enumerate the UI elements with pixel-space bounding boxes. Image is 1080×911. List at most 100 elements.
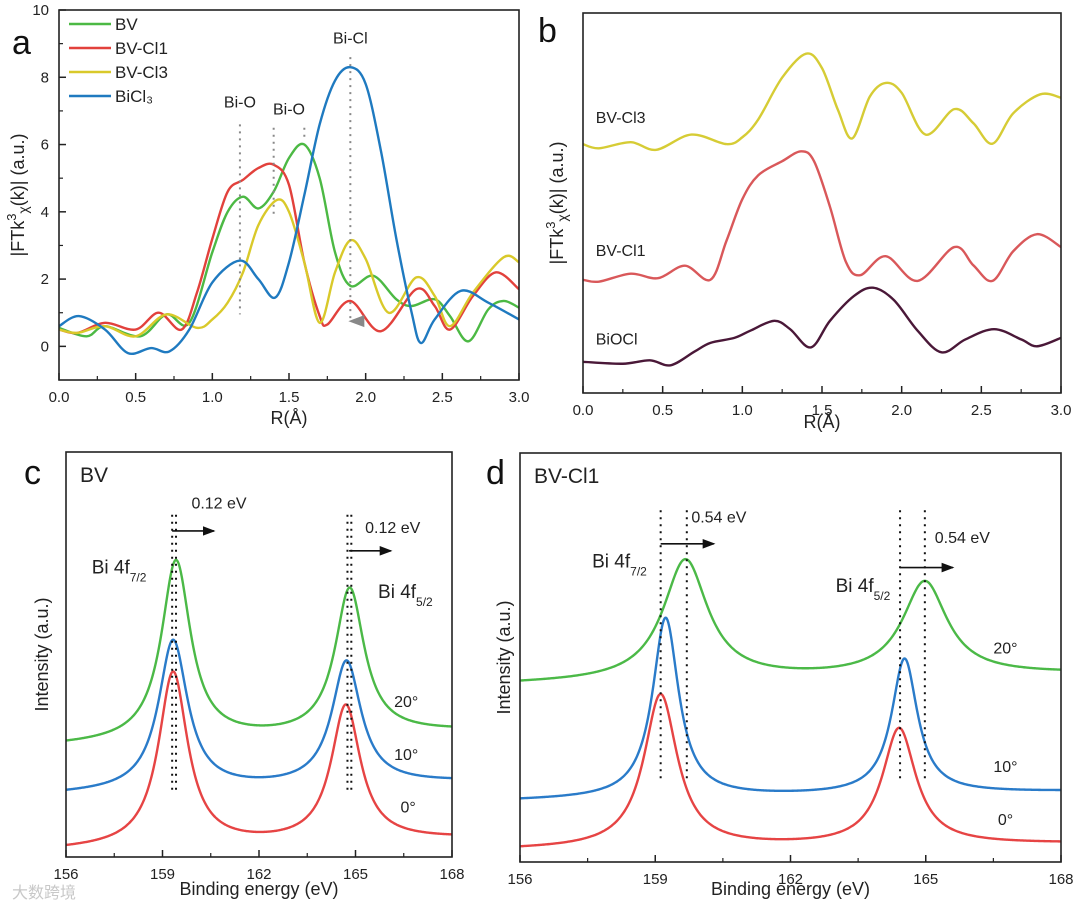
y-tick-label: 4 <box>41 204 49 221</box>
annotation-label: 20° <box>993 640 1017 657</box>
annotation-label: 10° <box>993 759 1017 776</box>
annotation-label: BV-Cl1 <box>596 243 646 260</box>
x-tick-label: 159 <box>150 866 175 883</box>
series-group <box>59 65 519 355</box>
plot-frame <box>582 12 1062 394</box>
annotation-label: 20° <box>394 694 418 711</box>
series-line-BV-Cl3 <box>583 52 1061 152</box>
peak-label-subscript: 7/2 <box>130 571 147 585</box>
series-line-BiCl₃ <box>59 65 519 355</box>
y-label-superscript: 3 <box>543 222 558 229</box>
annotation-label: 0.54 eV <box>935 530 990 547</box>
y-axis-label: |FTk3χ(k)| (a.u.) <box>543 142 570 265</box>
annotation-label: Bi-Cl <box>333 31 368 48</box>
series-line-0° <box>520 692 1061 848</box>
plot-frame <box>58 9 520 381</box>
panel-d: d 156 159 162 165 168 Binding energy (eV) Inten… <box>486 452 1074 899</box>
plot-frame <box>519 452 1062 863</box>
plot-frame <box>65 451 453 858</box>
peak-label: Bi 4f7/2 <box>92 558 147 585</box>
x-tick-label: 3.0 <box>1051 402 1072 419</box>
x-axis-label: Binding energy (eV) <box>179 879 338 899</box>
legend-label: BiCl₃ <box>115 87 153 106</box>
peak-label-subscript: 5/2 <box>416 595 433 609</box>
panel-c: c 156 159 162 165 168 Binding energy (eV) Inten… <box>24 451 465 899</box>
x-axis-label: R(Å) <box>271 408 308 428</box>
annotation-label: Bi-O <box>224 95 256 112</box>
series-line-BV-Cl3 <box>59 198 519 338</box>
x-tick-label: 168 <box>439 866 464 883</box>
annotation-label: 10° <box>394 747 418 764</box>
legend-label: BV-Cl3 <box>115 63 168 82</box>
y-label-part: |FTk <box>547 228 567 265</box>
x-tick-label: 2.0 <box>355 389 376 406</box>
peak-label: Bi 4f5/2 <box>836 576 891 603</box>
legend-label: BV-Cl1 <box>115 39 168 58</box>
x-tick-label: 168 <box>1048 871 1073 888</box>
series-line-BV-Cl1 <box>59 162 519 335</box>
panel-letter: a <box>12 24 31 62</box>
y-label-subscript: χ <box>15 206 31 214</box>
panel-b: b 0.0 0.5 1.0 1.5 2.0 2.5 3.0 R(Å) |FTk3χ(k)| (a.… <box>538 12 1071 432</box>
y-tick-label: 2 <box>41 271 49 288</box>
x-tick-label: 2.5 <box>432 389 453 406</box>
y-label-superscript: 3 <box>4 214 19 221</box>
panel-a: a 0.0 0.5 1.0 1.5 2.0 2.5 3.0 0 2 4 6 8 10 R(Å) |FTk3χ(… <box>4 2 529 428</box>
watermark: 大数跨境 <box>12 883 76 902</box>
peak-label-main: Bi 4f <box>378 582 417 603</box>
x-tick-label: 159 <box>643 871 668 888</box>
x-axis-label: Binding energy (eV) <box>711 879 870 899</box>
y-label-part: (k)| (a.u.) <box>8 134 28 207</box>
peak-label-main: Bi 4f <box>92 558 131 579</box>
annotation-label: 0° <box>401 799 416 816</box>
x-tick-label: 2.5 <box>971 402 992 419</box>
annotation-label: 0° <box>998 812 1013 829</box>
x-tick-label: 162 <box>246 866 271 883</box>
y-label-part: (k)| (a.u.) <box>547 142 567 215</box>
annotation-label: 0.54 eV <box>691 510 746 527</box>
x-tick-label: 1.5 <box>812 402 833 419</box>
peak-label: Bi 4f5/2 <box>378 582 433 609</box>
x-tick-label: 162 <box>778 871 803 888</box>
annotation-label: BiOCl <box>596 332 638 349</box>
panel-letter: c <box>24 454 41 492</box>
x-tick-label: 0.5 <box>125 389 146 406</box>
panel-title: BV <box>80 464 108 487</box>
annotation-label: Bi-O <box>273 101 305 118</box>
annotation-label: 0.12 eV <box>365 520 420 537</box>
series-line-20° <box>66 558 452 742</box>
legend-label: BV <box>115 15 138 34</box>
x-tick-label: 156 <box>53 866 78 883</box>
y-tick-label: 6 <box>41 137 49 154</box>
y-axis-label: |FTk3χ(k)| (a.u.) <box>4 134 31 257</box>
x-tick-label: 0.5 <box>652 402 673 419</box>
series-line-BV <box>59 142 519 343</box>
y-label-subscript: χ <box>554 214 570 222</box>
legend: BV BV-Cl1 BV-Cl3 BiCl₃ <box>69 15 168 106</box>
series-line-BV-Cl1 <box>583 150 1061 284</box>
annotation-label: 0.12 eV <box>191 496 246 513</box>
peak-label-main: Bi 4f <box>836 576 875 597</box>
x-tick-label: 0.0 <box>49 389 70 406</box>
y-label-part: |FTk <box>8 220 28 257</box>
peak-label: Bi 4f7/2 <box>592 552 647 579</box>
panel-title: BV-Cl1 <box>534 465 599 488</box>
series-line-20° <box>520 557 1061 682</box>
series-group <box>66 558 452 847</box>
y-tick-label: 10 <box>32 2 49 19</box>
y-tick-label: 0 <box>41 338 49 355</box>
series-line-10° <box>520 616 1061 800</box>
x-tick-label: 1.0 <box>202 389 223 406</box>
series-group <box>583 52 1061 367</box>
x-tick-label: 0.0 <box>573 402 594 419</box>
series-line-0° <box>66 670 452 847</box>
series-line-10° <box>66 638 452 791</box>
x-tick-label: 1.5 <box>279 389 300 406</box>
y-tick-label: 8 <box>41 69 49 86</box>
x-tick-label: 165 <box>343 866 368 883</box>
y-axis-label: Intensity (a.u.) <box>32 597 52 711</box>
x-tick-label: 165 <box>913 871 938 888</box>
x-axis-label: R(Å) <box>804 412 841 432</box>
x-tick-label: 156 <box>507 871 532 888</box>
